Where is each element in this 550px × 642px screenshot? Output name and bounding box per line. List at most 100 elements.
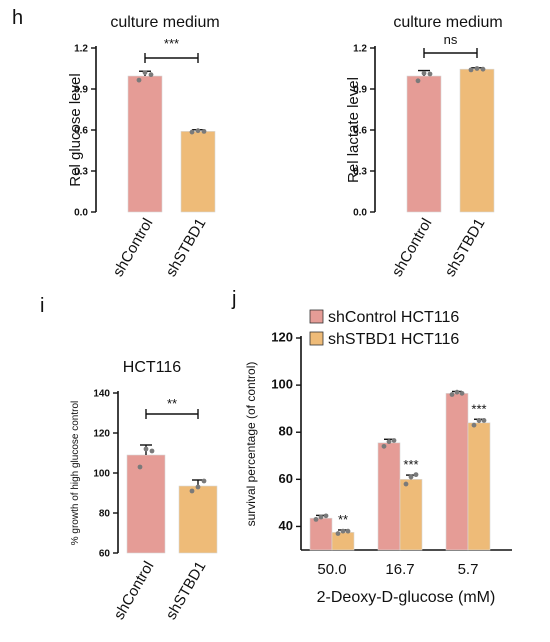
x-tick-label: shControl	[110, 216, 157, 280]
significance-label: **	[167, 396, 177, 411]
y-tick-label: 1.2	[353, 44, 367, 55]
x-tick-label: shControl	[111, 559, 158, 623]
data-point	[137, 464, 143, 470]
y-tick-label: 0.3	[353, 167, 367, 178]
y-tick-label: 0.3	[74, 167, 88, 178]
bar-shControl	[126, 454, 166, 554]
x-tick-label: shSTBD1	[163, 559, 210, 623]
data-point	[201, 128, 207, 134]
y-tick-label: 100	[93, 469, 110, 480]
data-point	[480, 66, 486, 72]
y-tick-label: 0.0	[74, 208, 88, 219]
data-point	[408, 474, 414, 480]
y-tick-label: 0.6	[353, 126, 367, 137]
chart-title: culture medium	[110, 14, 219, 31]
chart-rel-glucose: culture medium 0.0 0.3 0.6 0.9 1.2 Rel glucose…	[67, 14, 220, 280]
y-tick-label: 1.2	[74, 44, 88, 55]
data-point	[189, 129, 195, 135]
y-tick-label: 100	[271, 377, 293, 392]
data-point	[345, 528, 351, 534]
data-point	[413, 472, 419, 478]
bar-1-0	[331, 532, 355, 551]
panel-letter-j: j	[231, 288, 236, 310]
y-tick-label: 0.6	[74, 126, 88, 137]
data-point	[421, 70, 427, 76]
data-point	[449, 392, 455, 397]
data-point	[149, 448, 155, 454]
y-tick-label: 60	[99, 549, 111, 560]
x-tick-label: 16.7	[385, 561, 414, 578]
bar-shSTBD1	[459, 68, 495, 213]
data-point	[323, 513, 329, 519]
x-tick-label: shControl	[389, 216, 436, 280]
chart-title: culture medium	[393, 14, 502, 31]
y-tick-label: 0.0	[353, 208, 367, 219]
legend-label: shControl HCT116	[328, 309, 459, 326]
x-tick-label: 50.0	[317, 561, 346, 578]
data-point	[415, 78, 421, 84]
data-point	[189, 488, 195, 494]
panel-letter-h: h	[12, 7, 23, 29]
y-tick-label: 120	[271, 330, 293, 345]
bar-0-0	[309, 517, 333, 551]
data-point	[386, 439, 392, 445]
panel-letter-i: i	[40, 295, 44, 317]
data-point	[195, 128, 201, 134]
data-point	[391, 438, 397, 443]
y-tick-label: 140	[93, 389, 110, 400]
significance-label: **	[338, 512, 348, 527]
data-point	[313, 516, 319, 522]
data-point	[142, 70, 148, 75]
data-point	[201, 478, 207, 484]
data-point	[195, 484, 201, 490]
legend-swatch	[309, 309, 324, 324]
data-point	[318, 514, 324, 520]
y-axis-label: % growth of high glucose control	[70, 401, 81, 546]
x-tick-label: 5.7	[458, 561, 479, 578]
bar-shSTBD1	[178, 485, 218, 554]
data-point	[459, 390, 465, 396]
y-tick-label: 60	[279, 471, 293, 486]
significance-label: ***	[471, 401, 486, 416]
y-tick-label: 120	[93, 429, 110, 440]
legend-swatch	[309, 331, 324, 346]
bar-1-1	[399, 479, 423, 551]
data-point	[403, 481, 409, 487]
significance-label: ***	[164, 36, 179, 51]
x-tick-label: shSTBD1	[163, 216, 210, 280]
y-tick-label: 40	[279, 518, 293, 533]
bar-shSTBD1	[180, 131, 216, 213]
data-point	[381, 443, 387, 449]
data-point	[340, 528, 346, 534]
significance-label: ***	[403, 457, 418, 472]
y-axis-label: Rel glucose level	[67, 73, 84, 186]
data-point	[148, 72, 154, 78]
data-point	[476, 418, 482, 423]
x-axis-label: 2-Deoxy-D-glucose (mM)	[317, 589, 496, 606]
data-point	[427, 71, 433, 77]
data-point	[136, 77, 142, 83]
y-tick-label: 80	[279, 424, 293, 439]
y-tick-label: 80	[99, 509, 111, 520]
chart-rel-lactate: culture medium 0.0 0.3 0.6 0.9 1.2 Rel lactate…	[345, 14, 503, 280]
y-axis-label: survival percentage (of control)	[244, 362, 258, 527]
y-axis-label: Rel lactate level	[345, 77, 362, 183]
bar-0-1	[377, 442, 401, 551]
bar-shControl	[406, 75, 442, 213]
bar-0-2	[445, 393, 469, 551]
significance-label: ns	[444, 32, 458, 47]
data-point	[471, 422, 477, 428]
data-point	[468, 67, 474, 73]
data-point	[335, 531, 341, 536]
data-point	[143, 446, 149, 452]
legend-label: shSTBD1 HCT116	[328, 331, 459, 348]
y-tick-label: 0.9	[353, 85, 367, 96]
chart-title: HCT116	[123, 359, 181, 376]
y-tick-label: 0.9	[74, 85, 88, 96]
chart-hct116-growth: HCT116 60 80 100 120 140 % growth of high gluc…	[70, 359, 218, 623]
data-point	[474, 66, 480, 71]
x-tick-label: shSTBD1	[442, 216, 489, 280]
bar-shControl	[127, 75, 163, 213]
data-point	[481, 418, 487, 423]
